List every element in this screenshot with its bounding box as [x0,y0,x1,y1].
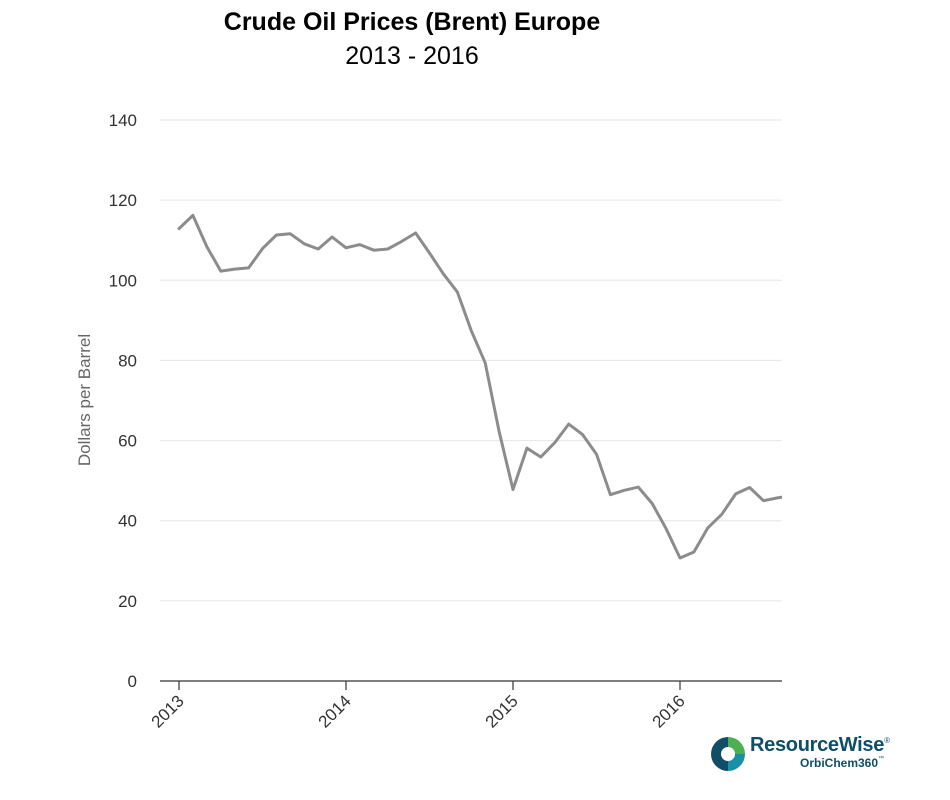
brand-logo-mark-icon [711,737,745,771]
x-tick-label-2013: 2013 [148,691,188,731]
x-tick-label-2015: 2015 [482,691,522,731]
y-tick-label-20: 20 [118,592,137,611]
series-group [177,213,782,560]
brand-logo: ResourceWise® OrbiChem360™ [708,732,908,782]
y-tick-label-100: 100 [109,271,137,290]
y-tick-label-80: 80 [118,351,137,370]
chart-subtitle: 2013 - 2016 [345,42,479,70]
x-tick-label-2014: 2014 [315,691,355,731]
series-line-0 [177,213,782,560]
y-tick-label-120: 120 [109,191,137,210]
y-tick-label-60: 60 [118,432,137,451]
tick-labels: 0 20 40 60 80 100 120 140 2013 2014 2015 2016 [109,111,689,732]
x-tick-label-2016: 2016 [649,691,689,731]
axes [160,680,782,690]
y-tick-label-40: 40 [118,512,137,531]
y-tick-label-0: 0 [128,672,137,691]
grid-lines [160,119,782,602]
chart-title: Crude Oil Prices (Brent) Europe [223,8,601,36]
y-axis-label: Dollars per Barrel [75,334,94,466]
y-tick-label-140: 140 [109,111,137,130]
brand-name: ResourceWise® [750,734,890,756]
brand-product-name: OrbiChem360™ [800,756,885,770]
